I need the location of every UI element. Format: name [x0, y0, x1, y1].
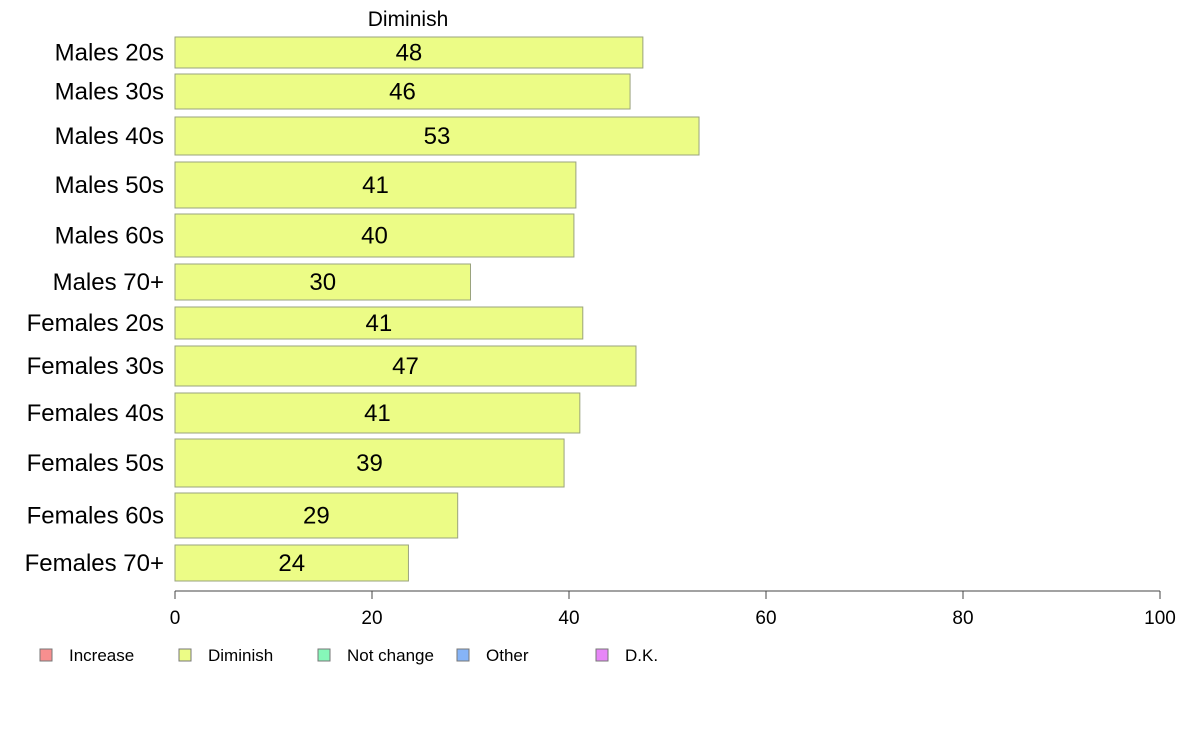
x-tick-label: 100 — [1144, 608, 1176, 629]
legend-label: Other — [486, 646, 529, 665]
category-label: Males 40s — [55, 123, 164, 150]
bar — [174, 161, 577, 209]
category-label: Males 60s — [55, 223, 164, 250]
legend-swatch — [39, 648, 53, 662]
legend-swatch — [178, 648, 192, 662]
bar — [174, 492, 459, 539]
data-label: 47 — [392, 353, 419, 380]
chart-title: Diminish — [368, 8, 449, 31]
legend-swatch — [456, 648, 470, 662]
x-tick-label: 20 — [361, 608, 382, 629]
legend-swatch — [595, 648, 609, 662]
x-tick-label: 40 — [558, 608, 579, 629]
category-label: Females 20s — [27, 310, 164, 337]
x-tick-label: 80 — [952, 608, 973, 629]
data-label: 24 — [278, 550, 305, 577]
data-label: 41 — [366, 310, 393, 337]
bars-group: Males 20s 48 Males 30s 46 Males 40s 53 Males 5… — [25, 36, 700, 582]
data-label: 40 — [361, 223, 388, 250]
data-label: 29 — [303, 503, 330, 530]
bar — [174, 438, 565, 488]
x-tick-label: 60 — [755, 608, 776, 629]
bar — [174, 36, 644, 69]
data-label: 30 — [309, 269, 336, 296]
bar — [174, 116, 700, 156]
category-label: Females 70+ — [25, 550, 164, 577]
bar — [174, 213, 575, 258]
bar — [174, 306, 584, 340]
data-label: 53 — [424, 123, 451, 150]
legend: Increase Diminish Not change Other D.K. — [39, 646, 658, 665]
bar — [174, 345, 637, 387]
x-axis: 0 20 40 60 80 100 — [170, 590, 1176, 629]
legend-label: Not change — [347, 646, 434, 665]
category-label: Males 70+ — [53, 269, 164, 296]
legend-label: Increase — [69, 646, 134, 665]
category-label: Females 60s — [27, 503, 164, 530]
category-label: Males 20s — [55, 40, 164, 67]
category-label: Males 50s — [55, 172, 164, 199]
data-label: 48 — [396, 40, 423, 67]
category-label: Females 50s — [27, 450, 164, 477]
bar — [174, 544, 409, 582]
data-label: 46 — [389, 79, 416, 106]
data-label: 39 — [356, 450, 383, 477]
legend-label: Diminish — [208, 646, 273, 665]
bar — [174, 73, 631, 110]
bar — [174, 263, 471, 301]
category-label: Females 30s — [27, 353, 164, 380]
bar — [174, 392, 581, 434]
legend-swatch — [317, 648, 331, 662]
data-label: 41 — [364, 400, 391, 427]
legend-label: D.K. — [625, 646, 658, 665]
data-label: 41 — [362, 172, 389, 199]
category-label: Males 30s — [55, 79, 164, 106]
category-label: Females 40s — [27, 400, 164, 427]
x-tick-label: 0 — [170, 608, 181, 629]
